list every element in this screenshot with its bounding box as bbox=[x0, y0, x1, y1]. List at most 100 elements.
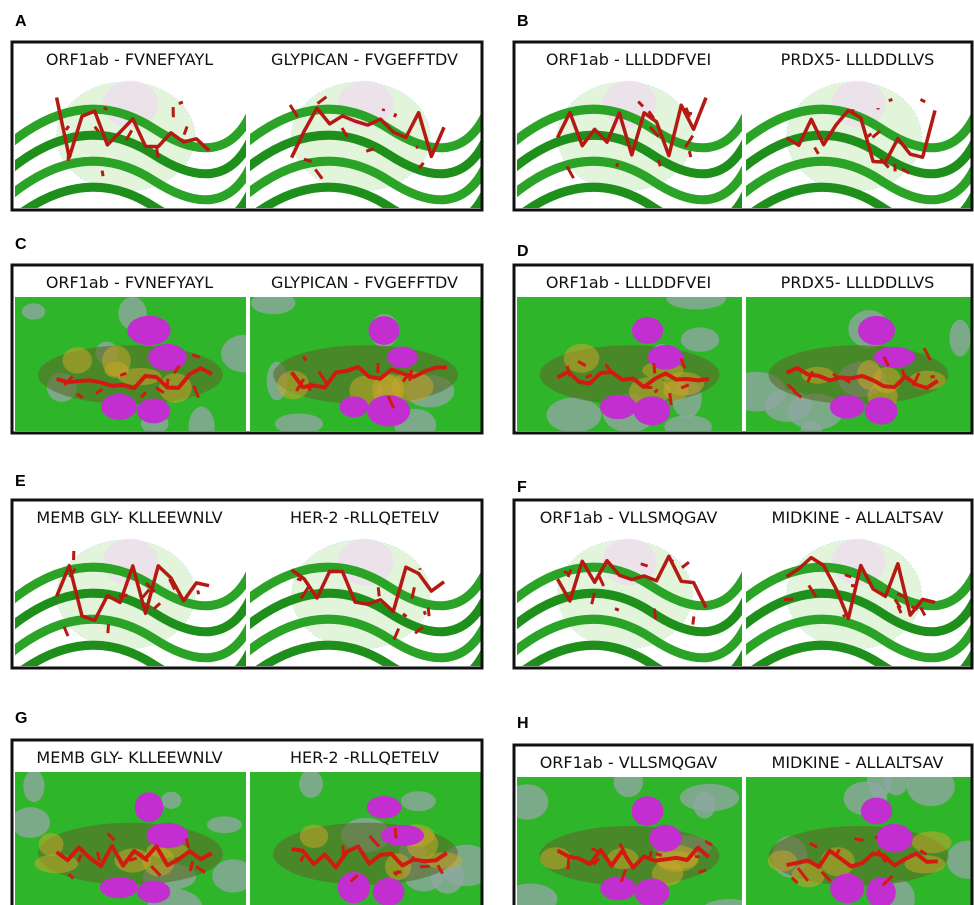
side-chain bbox=[851, 110, 854, 111]
structure-image bbox=[512, 536, 747, 684]
structure-label: PRDX5- LLLDDLLVS bbox=[781, 50, 935, 69]
charged-patch bbox=[381, 825, 424, 846]
side-chain bbox=[693, 616, 694, 624]
side-chain bbox=[129, 858, 136, 860]
page: AORF1ab - FVNEFYAYLGLYPICAN - FVGEFFTDVB… bbox=[0, 0, 974, 905]
side-chain bbox=[378, 587, 379, 596]
charged-patch bbox=[632, 317, 663, 344]
side-chain bbox=[428, 608, 429, 617]
structure-label: MIDKINE - ALLALTSAV bbox=[772, 508, 944, 527]
side-chain bbox=[875, 836, 877, 838]
structure-image bbox=[741, 536, 974, 684]
side-chain bbox=[889, 100, 893, 101]
charged-patch bbox=[876, 824, 913, 852]
structure-label: GLYPICAN - FVGEFFTDV bbox=[271, 273, 458, 292]
side-chain bbox=[157, 148, 158, 158]
side-chain bbox=[198, 590, 199, 594]
structure-label: HER-2 -RLLQETELV bbox=[290, 508, 439, 527]
side-chain bbox=[343, 846, 344, 858]
structure-label: HER-2 -RLLQETELV bbox=[290, 748, 439, 767]
panel-letter: H bbox=[517, 715, 529, 732]
surface-patch bbox=[22, 303, 45, 319]
side-chain bbox=[654, 363, 655, 373]
structure-image bbox=[741, 78, 974, 226]
structure-image bbox=[517, 288, 742, 439]
structure-label: PRDX5- LLLDDLLVS bbox=[781, 273, 935, 292]
structure-label: ORF1ab - VLLSMQGAV bbox=[540, 753, 718, 772]
side-chain bbox=[424, 611, 425, 615]
surface-patch bbox=[401, 791, 436, 811]
figure: AORF1ab - FVNEFYAYLGLYPICAN - FVGEFFTDVB… bbox=[0, 0, 974, 905]
structure-image bbox=[245, 536, 486, 684]
structure-image bbox=[11, 770, 254, 905]
surface-patch bbox=[23, 770, 44, 802]
side-chain bbox=[650, 851, 652, 859]
structure-label: ORF1ab - FVNEFYAYL bbox=[46, 273, 213, 292]
panel-letter: G bbox=[15, 710, 27, 727]
surface-patch bbox=[681, 327, 719, 351]
charged-patch bbox=[101, 394, 137, 420]
hydrophobic-patch bbox=[102, 346, 131, 377]
structure-label: MIDKINE - ALLALTSAV bbox=[772, 753, 944, 772]
side-chain bbox=[297, 579, 302, 580]
side-chain bbox=[410, 370, 412, 381]
hydrophobic-patch bbox=[300, 825, 329, 848]
surface-patch bbox=[161, 792, 181, 809]
charged-patch bbox=[373, 878, 405, 905]
panel-letter: B bbox=[517, 13, 529, 30]
charged-patch bbox=[649, 825, 681, 852]
charged-patch bbox=[632, 796, 664, 826]
side-chain bbox=[615, 609, 619, 611]
side-chain bbox=[179, 102, 183, 103]
structure-label: ORF1ab - LLLDDFVEI bbox=[546, 50, 711, 69]
side-chain bbox=[119, 595, 128, 596]
side-chain bbox=[310, 383, 311, 391]
charged-patch bbox=[135, 792, 164, 822]
hydrophobic-patch bbox=[768, 850, 797, 871]
structure-image bbox=[746, 758, 974, 905]
structure-label: MEMB GLY- KLLEEWNLV bbox=[36, 748, 222, 767]
structure-image bbox=[727, 297, 971, 440]
charged-patch bbox=[861, 798, 892, 825]
structure-label: GLYPICAN - FVGEFFTDV bbox=[271, 50, 458, 69]
side-chain bbox=[393, 872, 401, 873]
surface-patch bbox=[251, 292, 296, 314]
hydrophobic-patch bbox=[540, 847, 571, 869]
charged-patch bbox=[387, 347, 417, 369]
side-chain bbox=[394, 114, 396, 118]
structure-image bbox=[245, 78, 486, 226]
side-chain bbox=[656, 854, 662, 856]
side-chain bbox=[420, 866, 430, 867]
surface-patch bbox=[907, 767, 955, 807]
side-chain bbox=[68, 151, 69, 161]
structure-image bbox=[10, 536, 251, 684]
side-chain bbox=[617, 163, 618, 167]
hydrophobic-patch bbox=[62, 347, 91, 373]
side-chain bbox=[655, 390, 658, 393]
side-chain bbox=[854, 839, 863, 841]
side-chain bbox=[689, 151, 690, 157]
charged-patch bbox=[148, 344, 187, 371]
side-chain bbox=[412, 857, 414, 858]
side-chain bbox=[670, 393, 672, 405]
structure-image bbox=[250, 292, 481, 441]
charged-patch bbox=[600, 877, 636, 901]
surface-patch bbox=[189, 407, 215, 449]
side-chain bbox=[843, 615, 846, 616]
structure-label: MEMB GLY- KLLEEWNLV bbox=[36, 508, 222, 527]
side-chain bbox=[104, 108, 108, 110]
charged-patch bbox=[830, 395, 865, 419]
charged-patch bbox=[367, 796, 402, 819]
panel-letter: F bbox=[517, 479, 527, 496]
structure-label: ORF1ab - FVNEFYAYL bbox=[46, 50, 213, 69]
charged-patch bbox=[146, 823, 188, 848]
structure-image bbox=[250, 770, 493, 905]
side-chain bbox=[568, 857, 569, 869]
side-chain bbox=[167, 379, 168, 389]
charged-patch bbox=[100, 877, 138, 898]
charged-patch bbox=[830, 874, 864, 904]
structure-image bbox=[15, 297, 268, 449]
surface-patch bbox=[11, 807, 50, 838]
surface-patch bbox=[207, 816, 242, 833]
side-chain bbox=[395, 828, 396, 838]
